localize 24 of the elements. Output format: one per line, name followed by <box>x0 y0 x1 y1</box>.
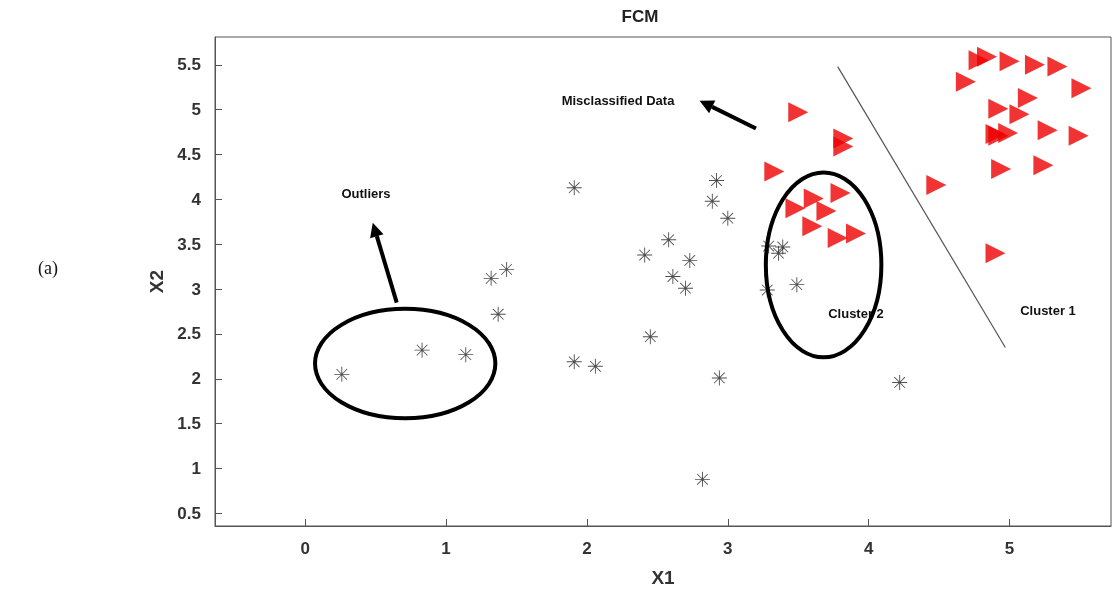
x-tick-label: 4 <box>863 539 874 558</box>
annotation: Outliers <box>341 185 391 201</box>
y-tick-label: 1.5 <box>177 414 201 434</box>
y-tick-label: 4 <box>191 189 202 209</box>
y-tick-label: 1 <box>191 459 201 479</box>
x-tick-label: 1 <box>441 539 451 558</box>
y-tick-label: 5 <box>191 100 201 120</box>
annotation: Misclassified Data <box>561 92 676 108</box>
chart-title: FCM <box>621 7 659 26</box>
y-tick-label: 2.5 <box>177 324 201 344</box>
text: (a) <box>38 258 58 279</box>
x-tick-label: 3 <box>723 539 733 558</box>
x-tick-label: 5 <box>1004 539 1015 558</box>
y-tick-label: 5.5 <box>177 55 201 75</box>
y-tick-label: 4.5 <box>177 145 201 165</box>
y-tick-label: 0.5 <box>177 503 201 523</box>
annotation: Cluster 1 <box>1020 302 1076 318</box>
y-tick-label: 3.5 <box>177 234 201 254</box>
x-tick-label: 2 <box>582 539 592 558</box>
y-axis-title: X2 <box>146 269 168 294</box>
y-tick-label: 3 <box>191 279 201 299</box>
y-tick-label: 2 <box>191 369 201 389</box>
x-axis-title: X1 <box>651 567 676 588</box>
x-tick-label: 0 <box>300 539 310 558</box>
